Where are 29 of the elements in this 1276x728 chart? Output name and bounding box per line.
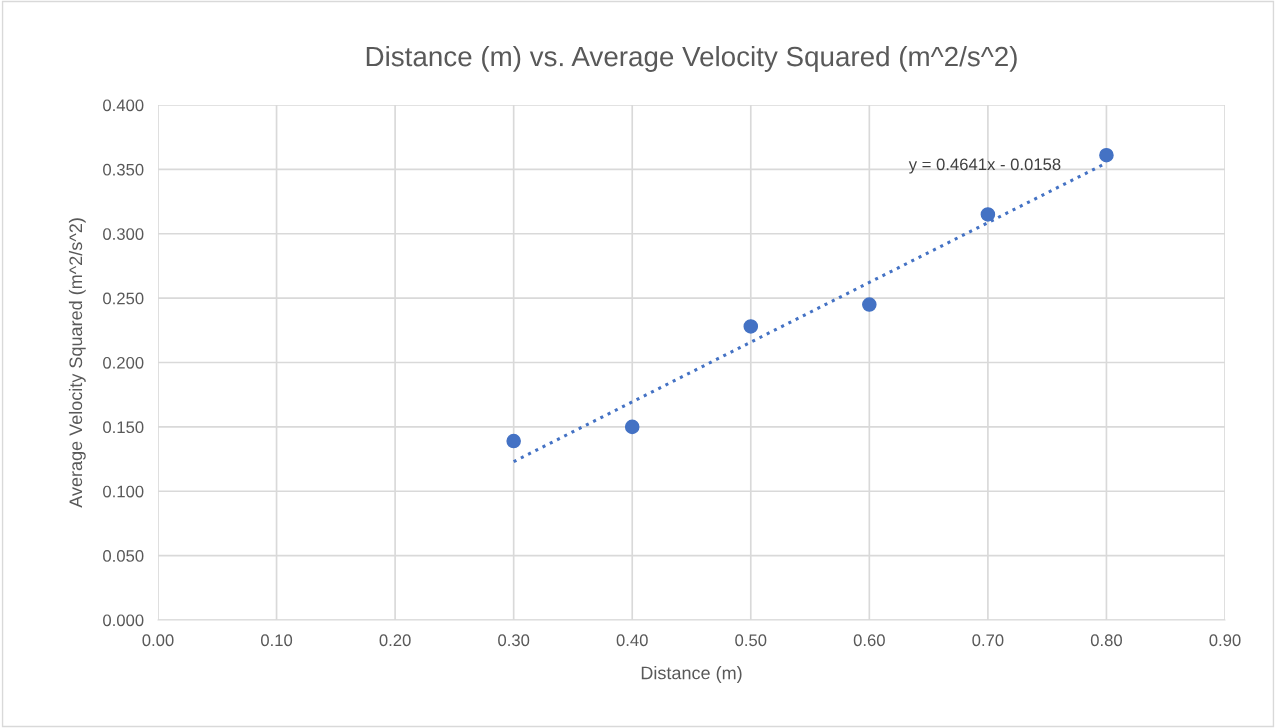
x-tick-label: 0.00 (142, 634, 174, 647)
x-axis-title: Distance (m) (641, 666, 742, 683)
y-axis-title: Average Velocity Squared (m^2/s^2) (68, 218, 86, 508)
x-tick-label: 0.10 (260, 634, 293, 647)
y-tick-label: 0.200 (103, 356, 144, 369)
point (624, 419, 640, 435)
point (1099, 147, 1114, 163)
y-tick-label: 0.250 (103, 292, 144, 305)
point (980, 207, 996, 222)
x-tick-label: 0.40 (616, 634, 648, 647)
x-tick-label: 0.50 (735, 634, 767, 647)
x-tick-label: 0.30 (498, 634, 530, 647)
y-tick-label: 0.100 (103, 485, 144, 498)
point (506, 433, 521, 449)
y-tick-label: 0.300 (103, 228, 144, 240)
y-tick-label: 0.400 (103, 99, 144, 112)
x-tick-label: 0.80 (1090, 634, 1123, 647)
point (743, 319, 759, 334)
annotation: y = 0.4641x - 0.0158 (908, 158, 1061, 174)
y-tick-label: 0.000 (103, 614, 144, 627)
x-tick-label: 0.70 (972, 634, 1004, 647)
x-tick-label: 0.60 (853, 634, 885, 647)
x-tick-label: 0.90 (1209, 634, 1241, 647)
x-tick-label: 0.20 (379, 634, 411, 647)
y-tick-label: 0.150 (103, 421, 144, 434)
y-tick-label: 0.350 (103, 163, 144, 176)
chart-title: Distance (m) vs. Average Velocity Squared (m^2/s^2) (366, 45, 1017, 72)
point (862, 297, 877, 312)
y-tick-label: 0.050 (103, 550, 144, 562)
